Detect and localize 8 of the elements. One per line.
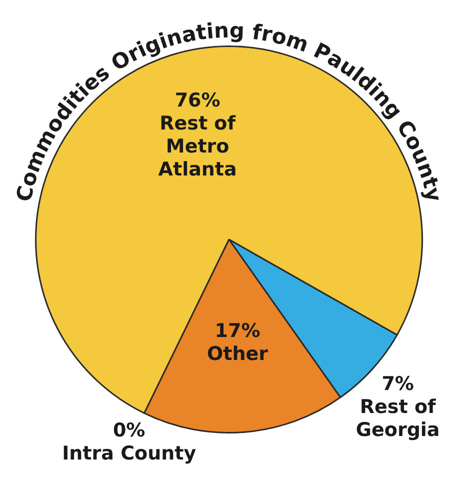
slice-label: Rest of Metro Atlanta xyxy=(158,112,237,180)
data-label: 76% xyxy=(174,89,220,112)
text: 0% xyxy=(112,419,146,442)
data-label: 7% xyxy=(382,373,414,396)
category-label: Intra County xyxy=(62,442,196,464)
data-label: 17% xyxy=(214,320,260,342)
slice-label: Other xyxy=(207,342,269,365)
slice-label: Rest of Georgia xyxy=(356,396,440,442)
